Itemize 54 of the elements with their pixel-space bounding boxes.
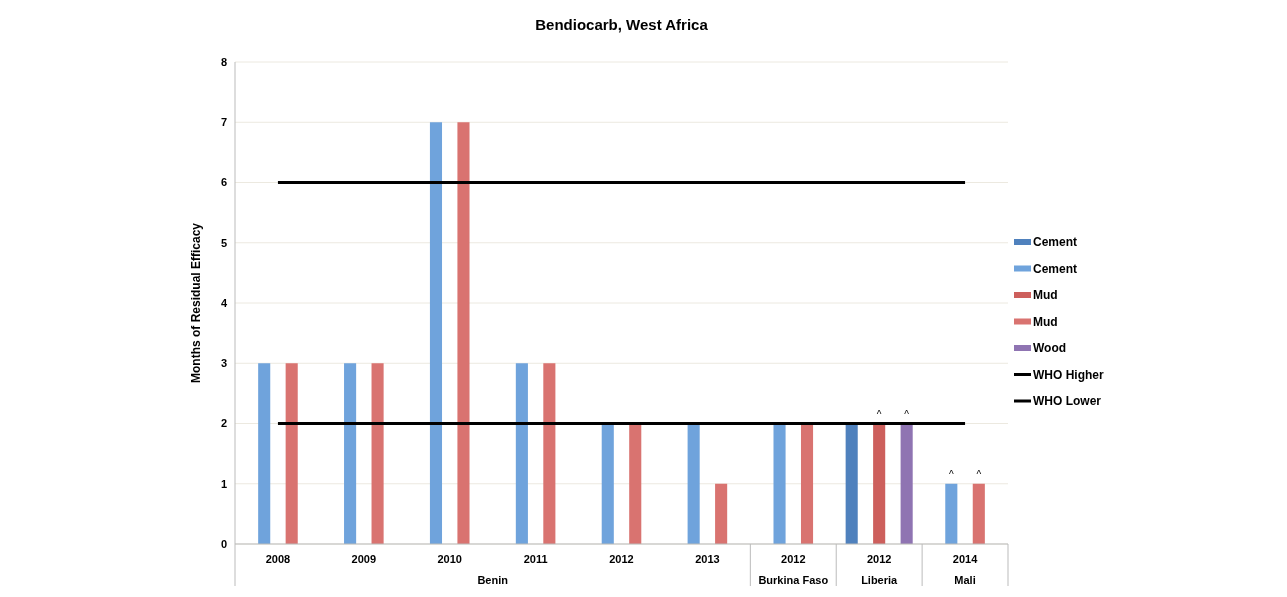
y-tick-label: 2 — [220, 417, 227, 430]
text: Liberia — [861, 574, 899, 586]
bar — [429, 122, 443, 544]
bar — [344, 363, 357, 544]
legend-label: Cement — [1033, 261, 1078, 276]
bar — [543, 363, 556, 544]
x-tick-label: 2008 — [265, 553, 291, 565]
annotation: ^ — [876, 408, 882, 420]
bar — [515, 363, 528, 544]
x-tick-label: 2012 — [781, 553, 806, 565]
y-tick-label: 3 — [220, 357, 227, 370]
x-tick-label: 2012 — [609, 553, 634, 565]
text: Burkina Faso — [758, 574, 829, 586]
annotation: ^ — [904, 408, 910, 420]
legend-label: Wood — [1033, 341, 1067, 356]
legend-label: WHO Lower — [1033, 394, 1102, 409]
y-tick-label: 1 — [220, 477, 227, 490]
bar — [845, 423, 858, 544]
y-tick-label: 7 — [220, 116, 227, 129]
y-tick-label: 8 — [220, 55, 227, 68]
x-tick-label: 2014 — [952, 553, 979, 565]
bar — [945, 483, 958, 544]
text: Mali — [954, 574, 976, 586]
bar — [773, 423, 786, 544]
legend-label: Cement — [1033, 235, 1078, 250]
bar — [715, 483, 728, 544]
bar — [258, 363, 271, 544]
y-tick-label: 4 — [220, 296, 228, 309]
bar — [900, 423, 913, 544]
x-tick-label: 2013 — [695, 553, 720, 565]
bar — [601, 423, 614, 544]
y-tick-label: 5 — [220, 236, 227, 249]
y-tick-label: 0 — [220, 537, 227, 550]
text: Benin — [477, 574, 509, 586]
chart-title: Bendiocarb, West Africa — [535, 16, 709, 33]
legend-label: WHO Higher — [1033, 367, 1104, 382]
x-tick-label: 2012 — [866, 553, 892, 565]
legend-label: Mud — [1033, 314, 1058, 329]
legend-label: Mud — [1033, 288, 1058, 303]
y-tick-label: 6 — [220, 176, 227, 189]
x-tick-label: 2010 — [437, 553, 462, 565]
bar — [873, 423, 886, 544]
bar — [629, 423, 642, 544]
bar — [972, 483, 985, 544]
bar — [285, 363, 298, 544]
annotation: ^ — [948, 468, 954, 480]
x-tick-label: 2009 — [351, 553, 377, 565]
bar — [457, 122, 470, 544]
annotation: ^ — [976, 468, 982, 480]
y-axis-title: Months of Residual Efficacy — [189, 222, 203, 384]
bar — [687, 423, 700, 544]
bar — [371, 363, 384, 544]
x-tick-label: 2011 — [523, 553, 548, 565]
bar — [800, 423, 814, 544]
